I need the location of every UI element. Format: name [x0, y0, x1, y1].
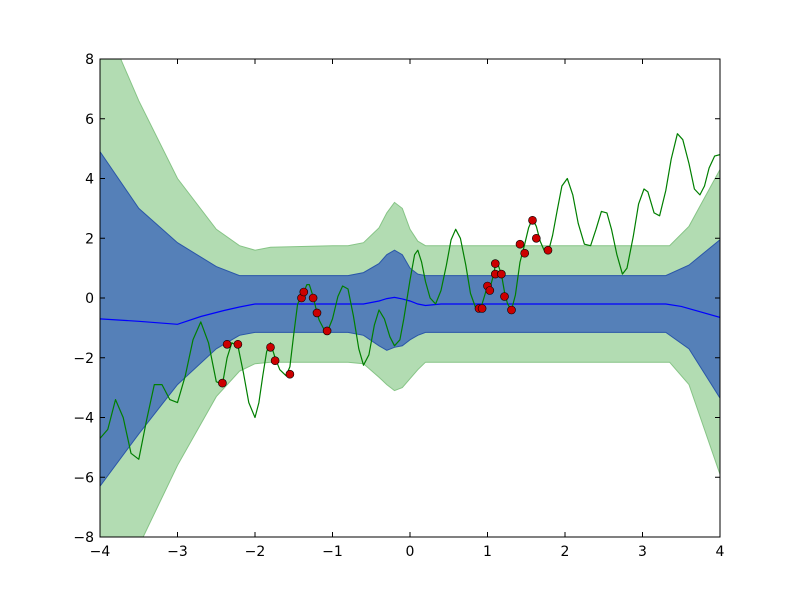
- x-tick-label: −2: [245, 544, 266, 560]
- observation-point: [477, 304, 487, 313]
- observation-point: [312, 308, 322, 318]
- plot-content: [100, 59, 720, 537]
- x-tick-label: 0: [406, 544, 415, 560]
- y-tick-label: 2: [85, 231, 94, 247]
- observation-point: [266, 342, 275, 352]
- observation-point: [322, 326, 332, 336]
- observation-point: [485, 286, 495, 295]
- inner-band-lower-edge: [100, 331, 720, 487]
- observation-points: [218, 216, 553, 388]
- observation-point: [500, 292, 509, 301]
- y-tick-label: −4: [73, 411, 94, 427]
- true-function-line: [100, 133, 720, 460]
- observation-point: [515, 239, 525, 249]
- axis-ticks: −4 −3 −2 −1 0 1 2 3 4 −8 −6 −4 −2 0 2 4 6 8: [73, 52, 724, 560]
- observation-point: [543, 245, 553, 255]
- outer-band-upper-edge: [120, 59, 720, 251]
- observation-point: [497, 269, 506, 279]
- observation-point: [507, 305, 516, 315]
- y-tick-label: 0: [85, 291, 94, 307]
- y-tick-label: 4: [85, 172, 94, 188]
- x-tick-label: 2: [561, 544, 570, 560]
- observation-point: [490, 259, 500, 268]
- mean-line: [100, 296, 720, 325]
- y-tick-label: −2: [73, 351, 94, 367]
- y-tick-label: 8: [85, 52, 94, 68]
- observation-point: [270, 356, 280, 366]
- y-tick-label: −8: [73, 530, 94, 546]
- observation-point: [531, 234, 541, 243]
- inner-confidence-band: [100, 151, 720, 487]
- y-tick-label: −6: [73, 470, 94, 486]
- observation-point: [308, 293, 318, 303]
- x-tick-label: 4: [716, 544, 725, 560]
- observation-point: [222, 339, 232, 349]
- x-tick-label: 3: [638, 544, 647, 560]
- x-tick-label: −4: [90, 544, 111, 560]
- observation-point: [233, 339, 243, 349]
- observation-point: [299, 287, 309, 297]
- observation-point: [218, 378, 227, 388]
- outer-band-lower-edge: [142, 361, 720, 537]
- observation-point: [528, 216, 537, 225]
- x-tick-label: 1: [483, 544, 492, 560]
- x-tick-label: −1: [322, 544, 343, 560]
- inner-band-upper-edge: [100, 151, 720, 277]
- x-tick-label: −3: [167, 544, 188, 560]
- observation-point: [285, 369, 295, 379]
- y-tick-label: 6: [85, 112, 94, 128]
- axes-frame: [99, 58, 721, 538]
- observation-point: [520, 248, 530, 258]
